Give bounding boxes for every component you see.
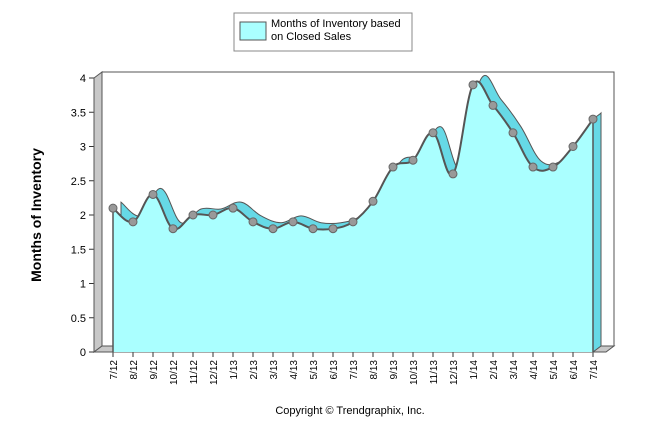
x-tick-label: 6/13 — [329, 360, 340, 380]
data-point-7-13 — [348, 217, 358, 227]
data-point-3-14 — [508, 128, 518, 138]
data-point-4-13 — [288, 217, 298, 227]
x-tick-label: 12/12 — [209, 360, 220, 385]
data-point-4-14 — [528, 162, 538, 172]
x-tick-label: 4/14 — [529, 360, 540, 380]
x-tick-label: 3/13 — [269, 360, 280, 380]
data-point-10-12 — [168, 224, 178, 234]
series-end-face — [592, 112, 602, 353]
y-tick-label: 0.5 — [71, 313, 86, 325]
data-point-2-13 — [248, 217, 258, 227]
y-axis: 0 0.5 1 1.5 2 2.5 3 3.5 4 — [71, 73, 95, 359]
x-tick-label: 11/13 — [429, 360, 440, 385]
copyright-text: Copyright © Trendgraphix, Inc. — [275, 405, 424, 417]
y-tick-label: 2.5 — [71, 176, 86, 188]
x-tick-label: 3/14 — [509, 360, 520, 380]
left-wall — [93, 71, 103, 353]
data-point-1-13 — [228, 203, 238, 213]
y-axis-title: Months of Inventory — [28, 148, 44, 282]
data-point-11-13 — [428, 128, 438, 138]
data-point-8-12 — [128, 217, 138, 227]
x-tick-label: 5/14 — [549, 360, 560, 380]
data-point-8-13 — [368, 196, 378, 206]
x-tick-label: 4/13 — [289, 360, 300, 380]
x-tick-label: 2/13 — [249, 360, 260, 380]
y-tick-label: 4 — [80, 73, 86, 85]
x-tick-label: 10/12 — [169, 360, 180, 385]
data-point-7-14 — [588, 114, 598, 124]
x-axis: 7/12 8/12 9/12 10/12 11/12 12/12 1/13 2/13 3/13 4… — [94, 351, 606, 385]
x-tick-label: 2/14 — [489, 360, 500, 380]
y-tick-label: 2 — [80, 210, 86, 222]
data-point-6-13 — [328, 224, 338, 234]
x-tick-label: 7/12 — [109, 360, 120, 380]
y-tick-label: 0 — [80, 347, 86, 359]
data-point-7-12 — [108, 203, 118, 213]
data-point-2-14 — [488, 100, 498, 110]
x-tick-label: 12/13 — [449, 360, 460, 385]
x-tick-label: 5/13 — [309, 360, 320, 380]
data-point-11-12 — [188, 210, 198, 220]
series-months-of-inventory — [108, 75, 602, 353]
data-point-5-13 — [308, 224, 318, 234]
data-point-12-12 — [208, 210, 218, 220]
data-point-3-13 — [268, 224, 278, 234]
x-tick-label: 7/14 — [589, 360, 600, 380]
x-tick-label: 10/13 — [409, 360, 420, 385]
data-point-6-14 — [568, 142, 578, 151]
x-tick-label: 7/13 — [349, 360, 360, 380]
x-tick-label: 8/12 — [129, 360, 140, 380]
data-point-10-13 — [408, 155, 418, 165]
x-tick-label: 9/12 — [149, 360, 160, 380]
data-point-1-14 — [468, 80, 478, 90]
legend-label-line-1: Months of Inventory based — [271, 18, 401, 30]
x-tick-label: 11/12 — [189, 360, 200, 385]
series-area — [113, 81, 593, 353]
x-tick-label: 1/13 — [229, 360, 240, 380]
legend: Months of Inventory based on Closed Sale… — [233, 12, 413, 52]
x-tick-label: 1/14 — [469, 360, 480, 380]
legend-label-line-2: on Closed Sales — [271, 31, 352, 43]
data-point-12-13 — [448, 169, 458, 179]
y-tick-label: 1 — [80, 279, 86, 291]
y-tick-label: 3.5 — [71, 107, 86, 119]
y-tick-label: 3 — [80, 142, 86, 154]
data-point-9-12 — [148, 189, 158, 199]
legend-swatch — [239, 21, 267, 41]
x-tick-label: 8/13 — [369, 360, 380, 380]
x-tick-label: 9/13 — [389, 360, 400, 380]
x-tick-label: 6/14 — [569, 360, 580, 380]
data-point-5-14 — [548, 162, 558, 172]
data-point-9-13 — [388, 162, 398, 172]
y-tick-label: 1.5 — [71, 244, 86, 256]
